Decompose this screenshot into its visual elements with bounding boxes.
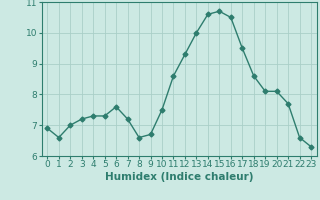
X-axis label: Humidex (Indice chaleur): Humidex (Indice chaleur)	[105, 172, 253, 182]
